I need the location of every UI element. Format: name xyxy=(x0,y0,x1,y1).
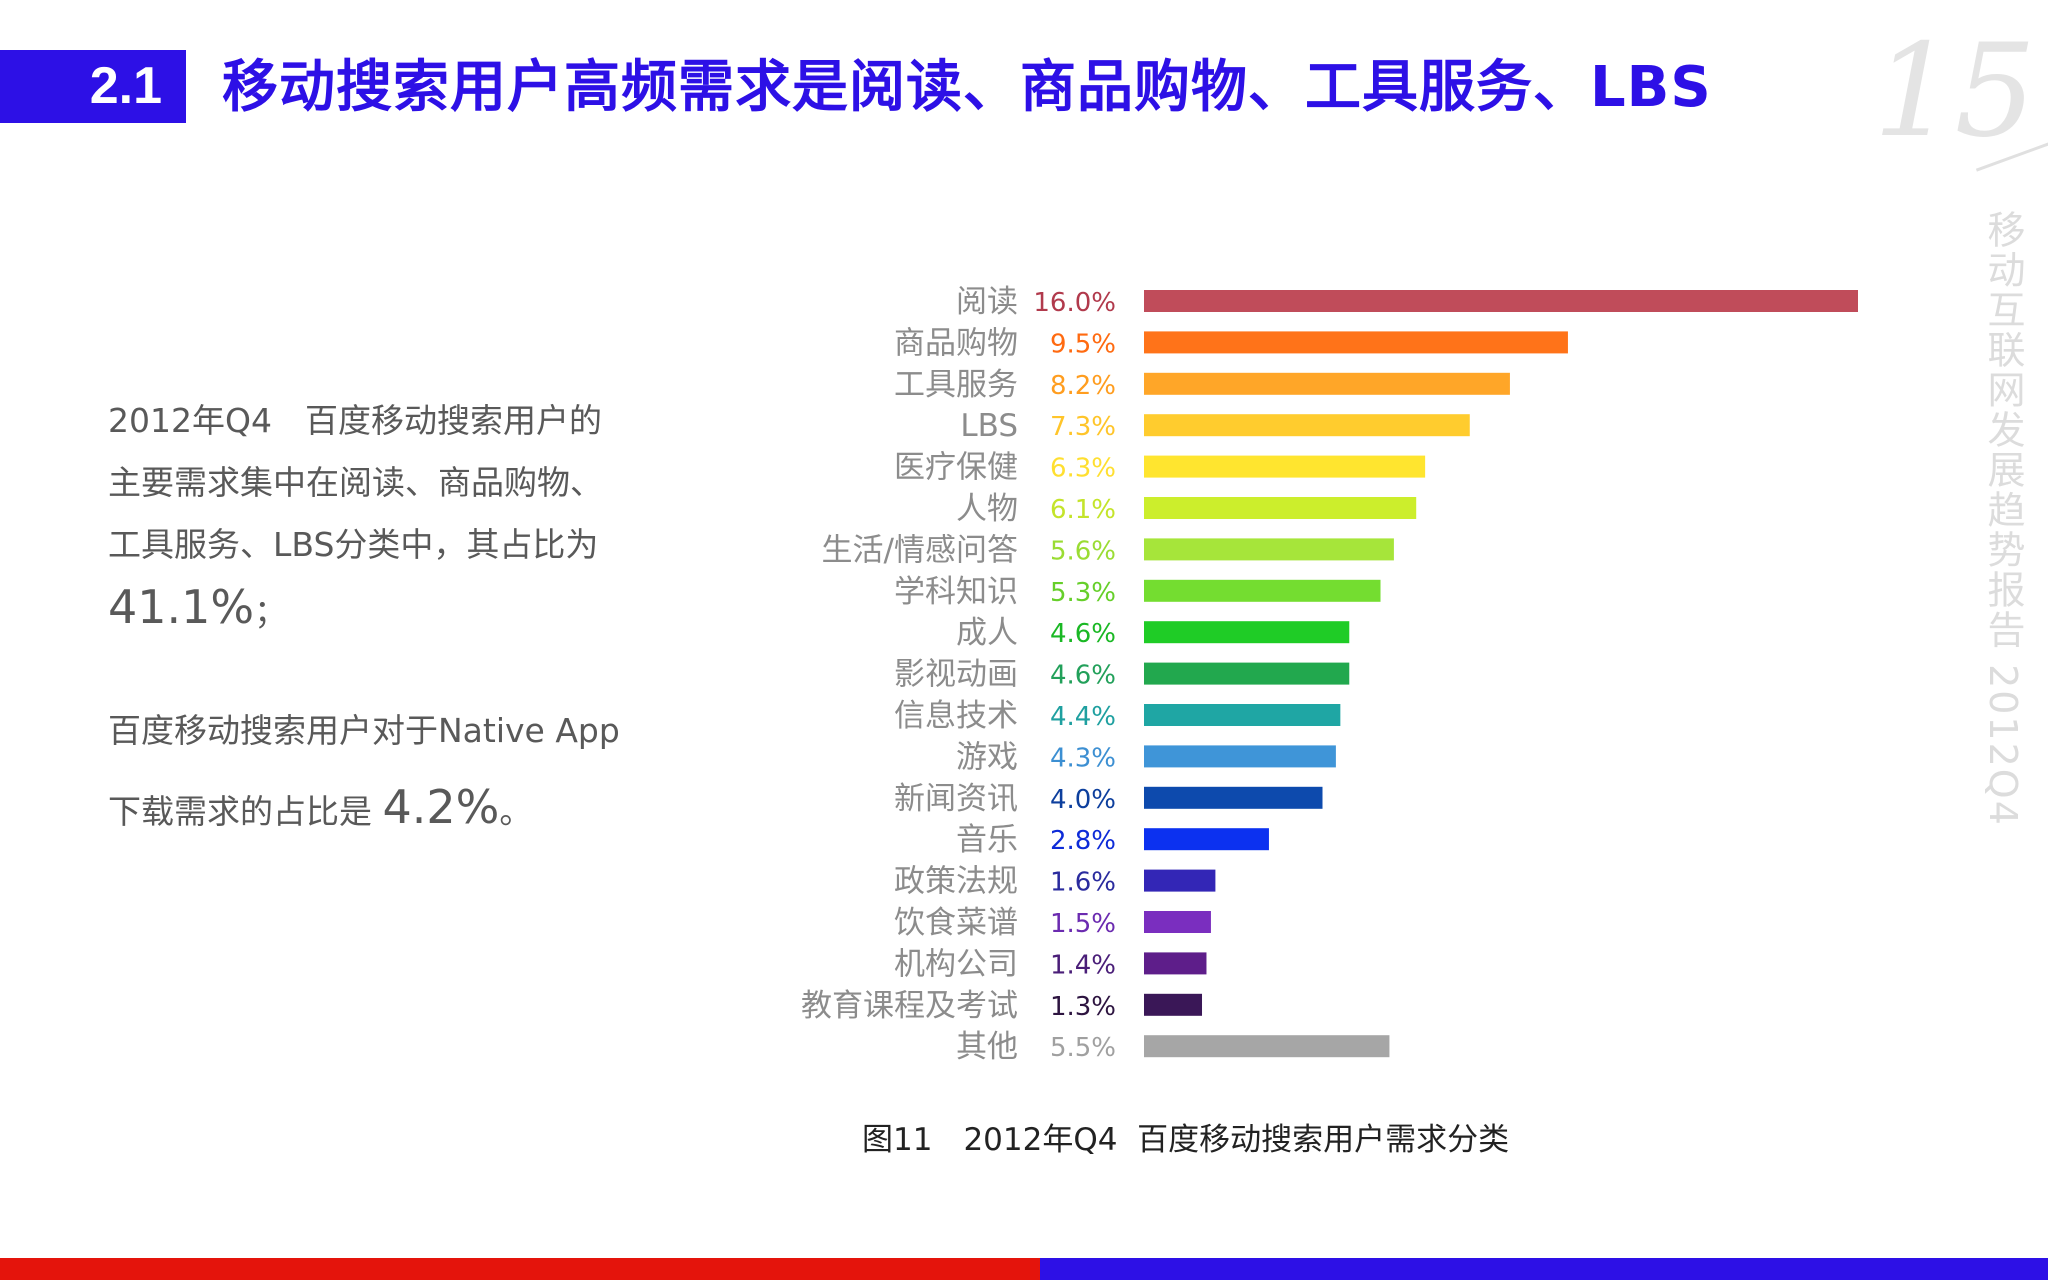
value-label: 7.3% xyxy=(1050,412,1116,442)
value-label: 5.5% xyxy=(1050,1033,1116,1063)
value-label: 1.4% xyxy=(1050,950,1116,980)
demand-bar-chart: 阅读 16.0% 商品购物 9.5% 工具服务 8.2% LBS 7.3% 医疗保健 6.3% 人物… xyxy=(801,284,1858,1065)
category-label: 商品购物 xyxy=(894,325,1018,361)
page-title: 移动搜索用户高频需求是阅读、商品购物、工具服务、LBS xyxy=(222,55,1712,120)
value-label: 4.0% xyxy=(1050,785,1116,815)
report-side-label: 移动互联网发展趋势报告 2012Q4 xyxy=(1981,210,2025,827)
value-label: 9.5% xyxy=(1050,329,1116,359)
bar xyxy=(1144,455,1426,478)
bar xyxy=(1144,662,1350,685)
category-label: 饮食菜谱 xyxy=(894,905,1018,941)
category-label: LBS xyxy=(960,408,1018,444)
category-label: 阅读 xyxy=(956,284,1018,320)
bar xyxy=(1144,828,1269,851)
summary-paragraph-2-end: 。 xyxy=(499,792,533,831)
summary-text: 2012年Q4 百度移动搜索用户的主要需求集中在阅读、商品购物、工具服务、LBS… xyxy=(108,390,628,850)
value-label: 4.4% xyxy=(1050,702,1116,732)
footer-blue-stripe xyxy=(1040,1258,2048,1280)
page-number: 15 xyxy=(1873,17,2036,166)
bar xyxy=(1144,290,1858,312)
value-label: 2.8% xyxy=(1050,826,1116,856)
value-label: 6.3% xyxy=(1050,454,1116,484)
category-label: 生活/情感问答 xyxy=(822,532,1018,568)
summary-paragraph-2-value: 4.2% xyxy=(382,780,500,834)
value-label: 4.6% xyxy=(1050,619,1116,649)
bar xyxy=(1144,993,1203,1016)
summary-paragraph-1-end: ； xyxy=(254,592,288,631)
footer-red-stripe xyxy=(0,1258,1040,1280)
bar xyxy=(1144,704,1341,726)
bar xyxy=(1144,579,1381,602)
bar xyxy=(1144,1035,1390,1058)
summary-paragraph-1-text: 2012年Q4 百度移动搜索用户的主要需求集中在阅读、商品购物、工具服务、LBS… xyxy=(108,401,603,564)
value-label: 4.3% xyxy=(1050,743,1116,773)
category-label: 影视动画 xyxy=(894,657,1018,693)
bar xyxy=(1144,786,1323,809)
category-label: 成人 xyxy=(956,615,1018,651)
value-label: 4.6% xyxy=(1050,661,1116,691)
footer-bar xyxy=(0,1258,2048,1280)
category-label: 信息技术 xyxy=(894,698,1018,734)
bar xyxy=(1144,331,1568,354)
bar xyxy=(1144,372,1510,395)
category-label: 医疗保健 xyxy=(894,450,1018,486)
value-label: 1.3% xyxy=(1050,992,1116,1022)
section-number-tab: 2.1 xyxy=(0,50,186,123)
bar xyxy=(1144,869,1216,892)
summary-paragraph-1-value: 41.1% xyxy=(108,580,255,634)
category-label: 学科知识 xyxy=(894,574,1018,610)
value-label: 16.0% xyxy=(1033,288,1116,318)
category-label: 音乐 xyxy=(956,822,1018,858)
value-label: 1.6% xyxy=(1050,868,1116,898)
bar xyxy=(1144,538,1394,561)
bar xyxy=(1144,745,1336,768)
category-label: 教育课程及考试 xyxy=(801,988,1018,1024)
summary-paragraph-2-text: 百度移动搜索用户对于Native App下载需求的占比是 xyxy=(108,711,620,831)
category-label: 游戏 xyxy=(956,739,1018,775)
bar xyxy=(1144,621,1350,644)
category-label: 工具服务 xyxy=(894,367,1018,403)
value-label: 6.1% xyxy=(1050,495,1116,525)
summary-paragraph-1: 2012年Q4 百度移动搜索用户的主要需求集中在阅读、商品购物、工具服务、LBS… xyxy=(108,390,628,643)
bar xyxy=(1144,497,1417,519)
category-label: 人物 xyxy=(956,491,1018,527)
category-label: 新闻资讯 xyxy=(894,781,1018,817)
category-label: 其他 xyxy=(956,1029,1018,1065)
category-label: 政策法规 xyxy=(894,864,1018,900)
summary-paragraph-2: 百度移动搜索用户对于Native App下载需求的占比是 4.2%。 xyxy=(108,693,628,850)
category-label: 机构公司 xyxy=(894,946,1018,982)
value-label: 5.3% xyxy=(1050,578,1116,608)
chart-caption: 图11 2012年Q4 百度移动搜索用户需求分类 xyxy=(862,1122,1510,1158)
value-label: 5.6% xyxy=(1050,536,1116,566)
bar xyxy=(1144,911,1211,933)
bar xyxy=(1144,952,1207,975)
value-label: 1.5% xyxy=(1050,909,1116,939)
value-label: 8.2% xyxy=(1050,371,1116,401)
bar xyxy=(1144,414,1470,437)
